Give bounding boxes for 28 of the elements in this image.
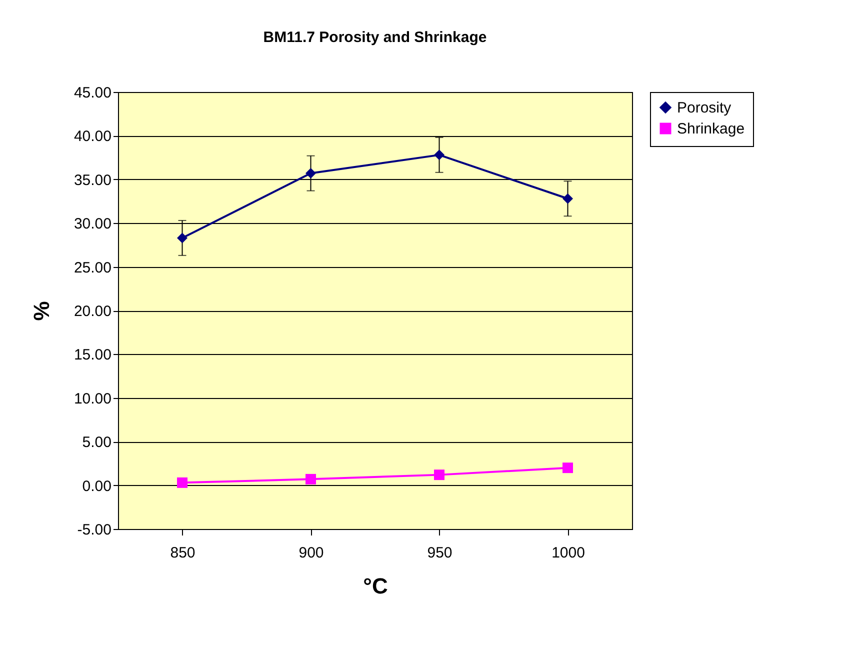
point [306, 168, 316, 179]
y-axis-title: % [28, 301, 54, 321]
point [434, 470, 444, 480]
y-tick-label: 5.00 [82, 434, 112, 452]
chart-title: BM11.7 Porosity and Shrinkage [263, 29, 487, 46]
x-tick-label: 1000 [552, 544, 585, 562]
legend-label: Porosity [677, 100, 732, 116]
y-tick-label: 30.00 [74, 216, 112, 233]
y-tick-label: 40.00 [74, 128, 112, 146]
y-tick-label: -5.00 [77, 522, 112, 538]
point [434, 150, 444, 160]
y-tick-label: 10.00 [74, 390, 112, 408]
x-tick-label: 850 [170, 544, 196, 562]
point [177, 477, 188, 488]
point [562, 193, 573, 204]
y-tick-label: 15.00 [74, 346, 112, 364]
point [177, 232, 188, 244]
x-tick-label: 900 [298, 544, 324, 562]
y-tick-label: 45.00 [74, 84, 112, 102]
y-tick-label: 20.00 [74, 303, 112, 320]
x-tick-label: 950 [427, 544, 452, 562]
point [306, 474, 316, 484]
y-tick-label: 0.00 [82, 478, 112, 495]
y-tick-label: 25.00 [74, 259, 112, 276]
x-axis-title: °C [363, 574, 388, 598]
point [562, 462, 573, 474]
legend-label: Shrinkage [677, 120, 745, 138]
y-tick-label: 35.00 [74, 172, 112, 189]
